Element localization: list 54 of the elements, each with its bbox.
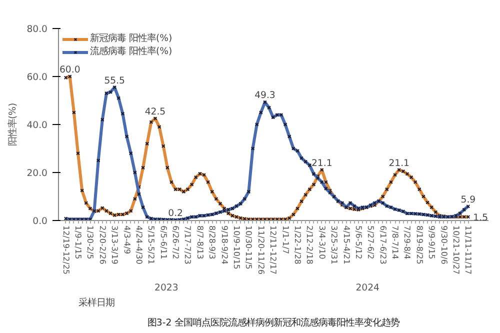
data-label: 42.5	[144, 106, 166, 118]
text: 2024	[356, 282, 380, 294]
x-tick-label: 12/19-12/25	[61, 226, 70, 274]
x-tick-label: 12/11-12/17	[268, 226, 278, 274]
x-tick-label: 10/9-10/15	[232, 226, 242, 270]
y-tick-label: 60.0	[26, 72, 48, 83]
data-label: 21.1	[388, 158, 410, 169]
x-tick-label: 9/9-9/15	[427, 226, 436, 260]
x-tick-label: 4/3-4/9	[122, 226, 132, 254]
x-tick-label: 9/18-9/24	[220, 226, 229, 264]
y-tick-label: 0.0	[32, 216, 48, 227]
x-tick-label: 10/30-11/5	[244, 226, 254, 270]
y-tick-label: 40.0	[26, 120, 48, 131]
data-label: 0.2	[168, 208, 183, 220]
data-label: 5.9	[460, 194, 476, 206]
x-tick-label: 6/17-6/23	[378, 226, 388, 264]
x-tick-label: 8/28-9/3	[208, 226, 217, 260]
x-tick-label: 3/25-3/31	[330, 226, 339, 264]
x-tick-label: 7/8-7/14	[390, 226, 400, 260]
y-tick-label: 20.0	[26, 168, 48, 179]
x-tick-label: 11/20-11/26	[256, 226, 266, 274]
x-tick-label: 2/12-2/18	[305, 226, 314, 264]
x-tick-label: 4/15-4/21	[342, 226, 351, 264]
legend-label: 新冠病毒 阳性率(%)	[90, 32, 172, 45]
caption: 图3-2 全国哨点医院流感样病例新冠和流感病毒阳性率变化趋势	[147, 318, 400, 328]
legend-label: 流感病毒 阳性率(%)	[90, 45, 172, 58]
x-tick-label: 10/21-10/27	[451, 226, 460, 274]
x-tick-label: 3/13-3/19	[110, 226, 120, 264]
data-label: 49.3	[254, 90, 276, 102]
x-tick-label: 6/26-7/2	[171, 226, 180, 260]
x-tick-label: 11/11-11/17	[464, 226, 473, 274]
x-tick-label: 8/19-8/25	[414, 226, 424, 264]
x-tick-label: 4/24-4/30	[134, 226, 144, 264]
data-label: 55.5	[104, 75, 126, 86]
x-tick-label: 2/20-2/26	[98, 226, 107, 264]
x-tick-label: 9/30-10/6	[439, 226, 448, 264]
x-tick-label: 1/30-2/5	[86, 226, 95, 260]
data-label: 21.1	[311, 158, 332, 169]
x-tick-label: 5/27-6/2	[366, 226, 376, 260]
y-tick-label: 80.0	[26, 24, 48, 35]
x-tick-label: 1/1-1/7	[280, 226, 290, 254]
x-tick-label: 8/7-8/13	[195, 226, 204, 260]
y-axis-title: 阳性率(%)	[8, 102, 19, 146]
x-tick-label: 3/4-3/10	[317, 226, 326, 260]
x-tick-label: 5/6-5/12	[354, 226, 363, 260]
x-tick-label: 7/29-8/4	[402, 226, 412, 260]
x-tick-label: 1/22-1/28	[292, 226, 302, 264]
x-axis-title: 采样日期	[78, 298, 114, 308]
x-tick-label: 7/17-7/23	[183, 226, 192, 264]
x-tick-label: 1/9-1/15	[74, 226, 83, 260]
x-tick-label: 5/15-5/21	[146, 226, 156, 264]
x-tick-label: 6/5-6/11	[158, 226, 168, 260]
text: 2023	[154, 282, 178, 294]
data-label: 60.0	[59, 64, 80, 76]
